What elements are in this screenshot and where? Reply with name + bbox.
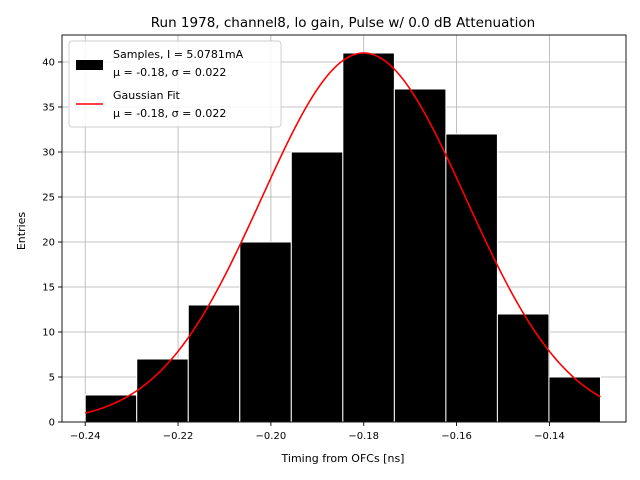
x-tick-label: −0.16 [441,431,472,442]
x-axis-ticks: −0.24 −0.22 −0.20 −0.18 −0.16 −0.14 [70,422,565,442]
x-tick-label: −0.24 [70,431,101,442]
x-tick-label: −0.22 [163,431,194,442]
y-tick-label: 20 [42,238,55,249]
legend-samples-swatch [76,60,103,70]
histogram-bar [496,313,550,423]
y-tick-label: 10 [42,328,55,339]
legend-samples-stats: μ = -0.18, σ = 0.022 [113,66,226,79]
y-axis-label: Entries [15,212,28,251]
histogram-bar [548,376,601,423]
gaussian-fit-curve [85,52,601,414]
y-tick-label: 15 [42,283,55,294]
chart-title: Run 1978, channel8, lo gain, Pulse w/ 0.… [151,15,535,31]
y-tick-label: 25 [42,193,55,204]
legend: Samples, I = 5.0781mA μ = -0.18, σ = 0.0… [68,40,282,128]
histogram-bar [445,133,498,423]
axes-frame [61,34,627,423]
histogram-bar [393,88,447,423]
histogram-bar [290,151,344,423]
y-tick-label: 5 [49,373,55,384]
histogram-bar [187,304,241,423]
y-axis-ticks: 0 5 10 15 20 25 30 35 40 [42,58,62,429]
histogram-bars [84,52,601,423]
histogram-bar [342,52,395,423]
legend-fit-label: Gaussian Fit [113,89,181,102]
x-axis-label: Timing from OFCs [ns] [281,452,405,465]
legend-samples-label: Samples, I = 5.0781mA [113,48,244,61]
legend-fit-stats: μ = -0.18, σ = 0.022 [113,107,226,120]
histogram-bar [84,394,138,423]
y-tick-label: 30 [42,148,55,159]
y-tick-label: 40 [42,58,55,69]
legend-box [68,40,282,128]
x-tick-label: −0.20 [256,431,287,442]
y-tick-label: 0 [49,418,55,429]
y-tick-label: 35 [42,103,55,114]
x-tick-label: −0.18 [348,431,379,442]
x-tick-label: −0.14 [534,431,565,442]
histogram-bar [239,241,292,423]
